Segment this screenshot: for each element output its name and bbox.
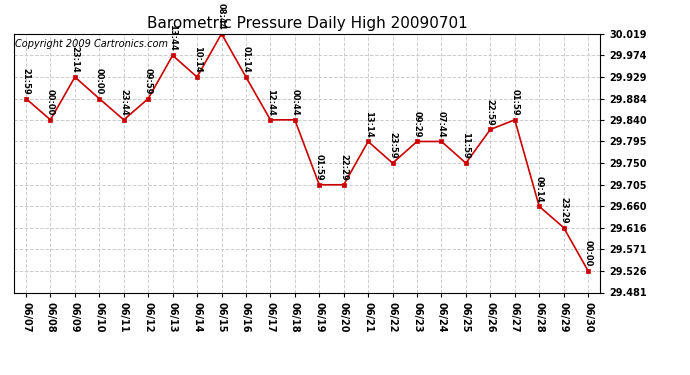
Text: 00:00: 00:00 bbox=[95, 68, 103, 94]
Text: 01:59: 01:59 bbox=[315, 154, 324, 181]
Text: 23:59: 23:59 bbox=[388, 132, 397, 159]
Text: 12:44: 12:44 bbox=[266, 89, 275, 116]
Text: Copyright 2009 Cartronics.com: Copyright 2009 Cartronics.com bbox=[15, 39, 168, 49]
Text: 01:14: 01:14 bbox=[241, 46, 250, 73]
Text: 23:14: 23:14 bbox=[70, 46, 79, 73]
Text: 00:44: 00:44 bbox=[290, 89, 299, 116]
Text: 09:29: 09:29 bbox=[413, 111, 422, 137]
Title: Barometric Pressure Daily High 20090701: Barometric Pressure Daily High 20090701 bbox=[147, 16, 467, 31]
Text: 09:59: 09:59 bbox=[144, 68, 152, 94]
Text: 09:14: 09:14 bbox=[535, 176, 544, 202]
Text: 22:59: 22:59 bbox=[486, 99, 495, 125]
Text: 11:59: 11:59 bbox=[462, 132, 471, 159]
Text: 22:29: 22:29 bbox=[339, 154, 348, 181]
Text: 10:14: 10:14 bbox=[193, 46, 201, 73]
Text: 00:00: 00:00 bbox=[46, 89, 55, 116]
Text: 13:44: 13:44 bbox=[168, 24, 177, 51]
Text: 23:44: 23:44 bbox=[119, 89, 128, 116]
Text: 08:44: 08:44 bbox=[217, 3, 226, 30]
Text: 00:00: 00:00 bbox=[584, 240, 593, 267]
Text: 23:29: 23:29 bbox=[559, 197, 568, 223]
Text: 01:59: 01:59 bbox=[511, 89, 520, 116]
Text: 13:14: 13:14 bbox=[364, 111, 373, 137]
Text: 21:59: 21:59 bbox=[21, 68, 30, 94]
Text: 07:44: 07:44 bbox=[437, 111, 446, 137]
